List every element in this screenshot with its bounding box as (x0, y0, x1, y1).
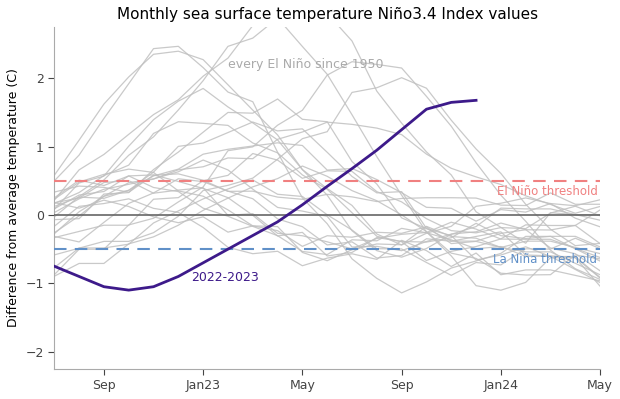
Text: 2022-2023: 2022-2023 (191, 271, 259, 284)
Title: Monthly sea surface temperature Niño3.4 Index values: Monthly sea surface temperature Niño3.4 … (117, 7, 538, 22)
Text: El Niño threshold: El Niño threshold (497, 185, 598, 198)
Text: La Niña threshold: La Niña threshold (494, 253, 598, 266)
Y-axis label: Difference from average temperature (C): Difference from average temperature (C) (7, 69, 20, 328)
Text: every El Niño since 1950: every El Niño since 1950 (228, 58, 383, 71)
